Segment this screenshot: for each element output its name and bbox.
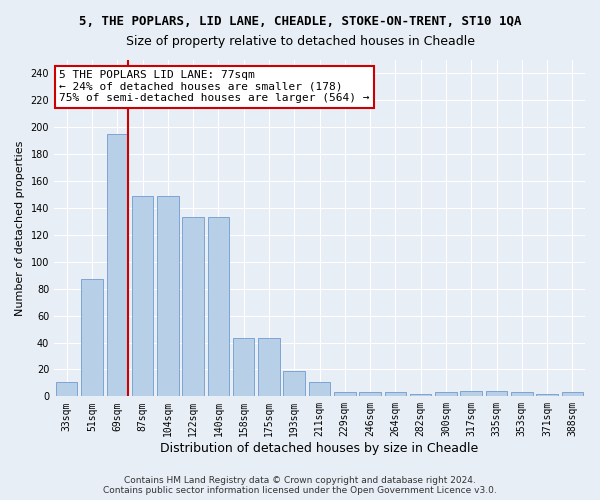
Bar [81,280,103,396]
Bar [536,394,558,396]
Bar [410,394,431,396]
Bar [334,392,356,396]
Bar [258,338,280,396]
Bar [460,391,482,396]
Bar [208,218,229,396]
Bar [562,392,583,396]
Bar [132,196,153,396]
Bar [182,218,204,396]
Text: 5, THE POPLARS, LID LANE, CHEADLE, STOKE-ON-TRENT, ST10 1QA: 5, THE POPLARS, LID LANE, CHEADLE, STOKE… [79,15,521,28]
Bar [233,338,254,396]
Bar [385,392,406,396]
Y-axis label: Number of detached properties: Number of detached properties [15,140,25,316]
Bar [309,382,330,396]
Bar [359,392,381,396]
Text: 5 THE POPLARS LID LANE: 77sqm
← 24% of detached houses are smaller (178)
75% of : 5 THE POPLARS LID LANE: 77sqm ← 24% of d… [59,70,370,103]
X-axis label: Distribution of detached houses by size in Cheadle: Distribution of detached houses by size … [160,442,479,455]
Bar [435,392,457,396]
Bar [56,382,77,396]
Bar [511,392,533,396]
Text: Size of property relative to detached houses in Cheadle: Size of property relative to detached ho… [125,35,475,48]
Bar [486,391,507,396]
Bar [157,196,179,396]
Text: Contains HM Land Registry data © Crown copyright and database right 2024.
Contai: Contains HM Land Registry data © Crown c… [103,476,497,495]
Bar [283,371,305,396]
Bar [107,134,128,396]
